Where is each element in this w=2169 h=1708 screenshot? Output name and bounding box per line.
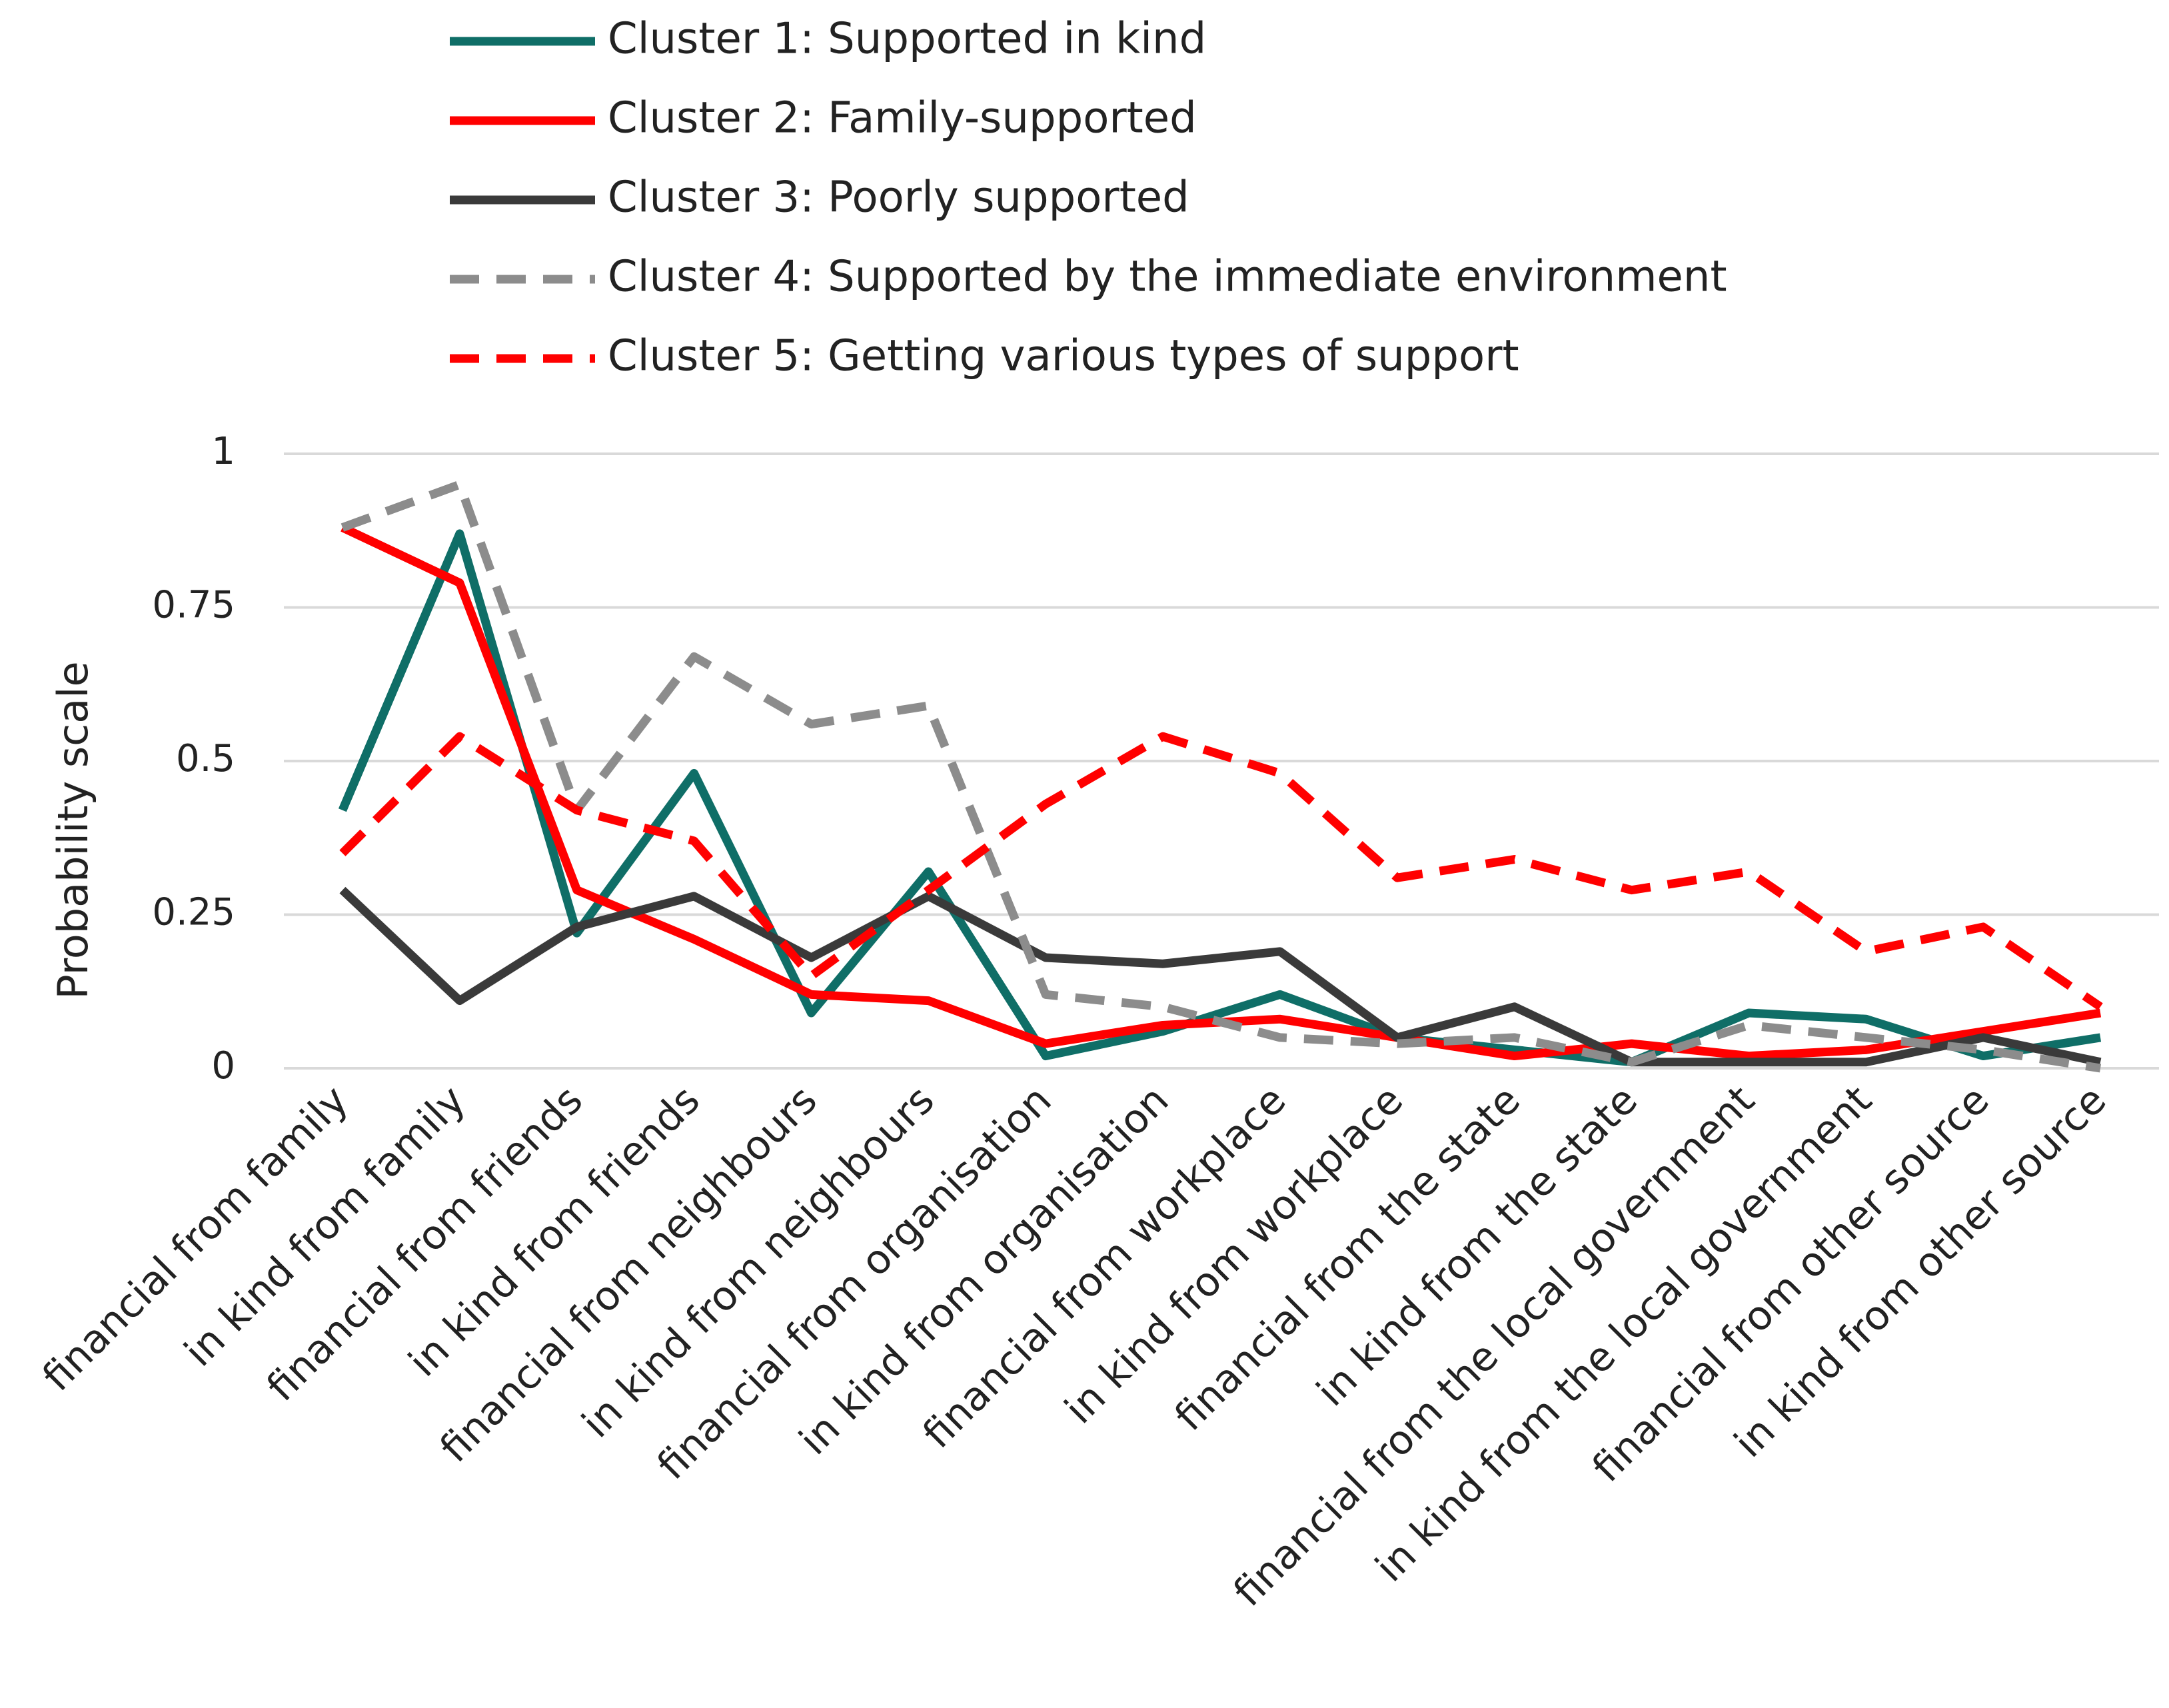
series-line — [339, 732, 2103, 1011]
y-tick-label: 0 — [211, 1044, 235, 1088]
legend-label: Cluster 5: Getting various types of supp… — [608, 332, 1519, 381]
series-line — [339, 886, 2102, 1067]
legend-label: Cluster 2: Family-supported — [608, 94, 1197, 143]
legend-label: Cluster 4: Supported by the immediate en… — [608, 253, 1727, 302]
y-axis-title: Probability scale — [49, 661, 97, 999]
y-tick-label: 0.5 — [176, 737, 235, 780]
legend-label: Cluster 3: Poorly supported — [608, 173, 1189, 223]
y-tick-label: 0.75 — [152, 584, 235, 627]
y-tick-label: 0.25 — [152, 891, 235, 934]
series-line — [341, 480, 2102, 1073]
legend-label: Cluster 1: Supported in kind — [608, 15, 1206, 64]
y-tick-label: 1 — [211, 430, 235, 473]
series-line — [338, 529, 2102, 1067]
